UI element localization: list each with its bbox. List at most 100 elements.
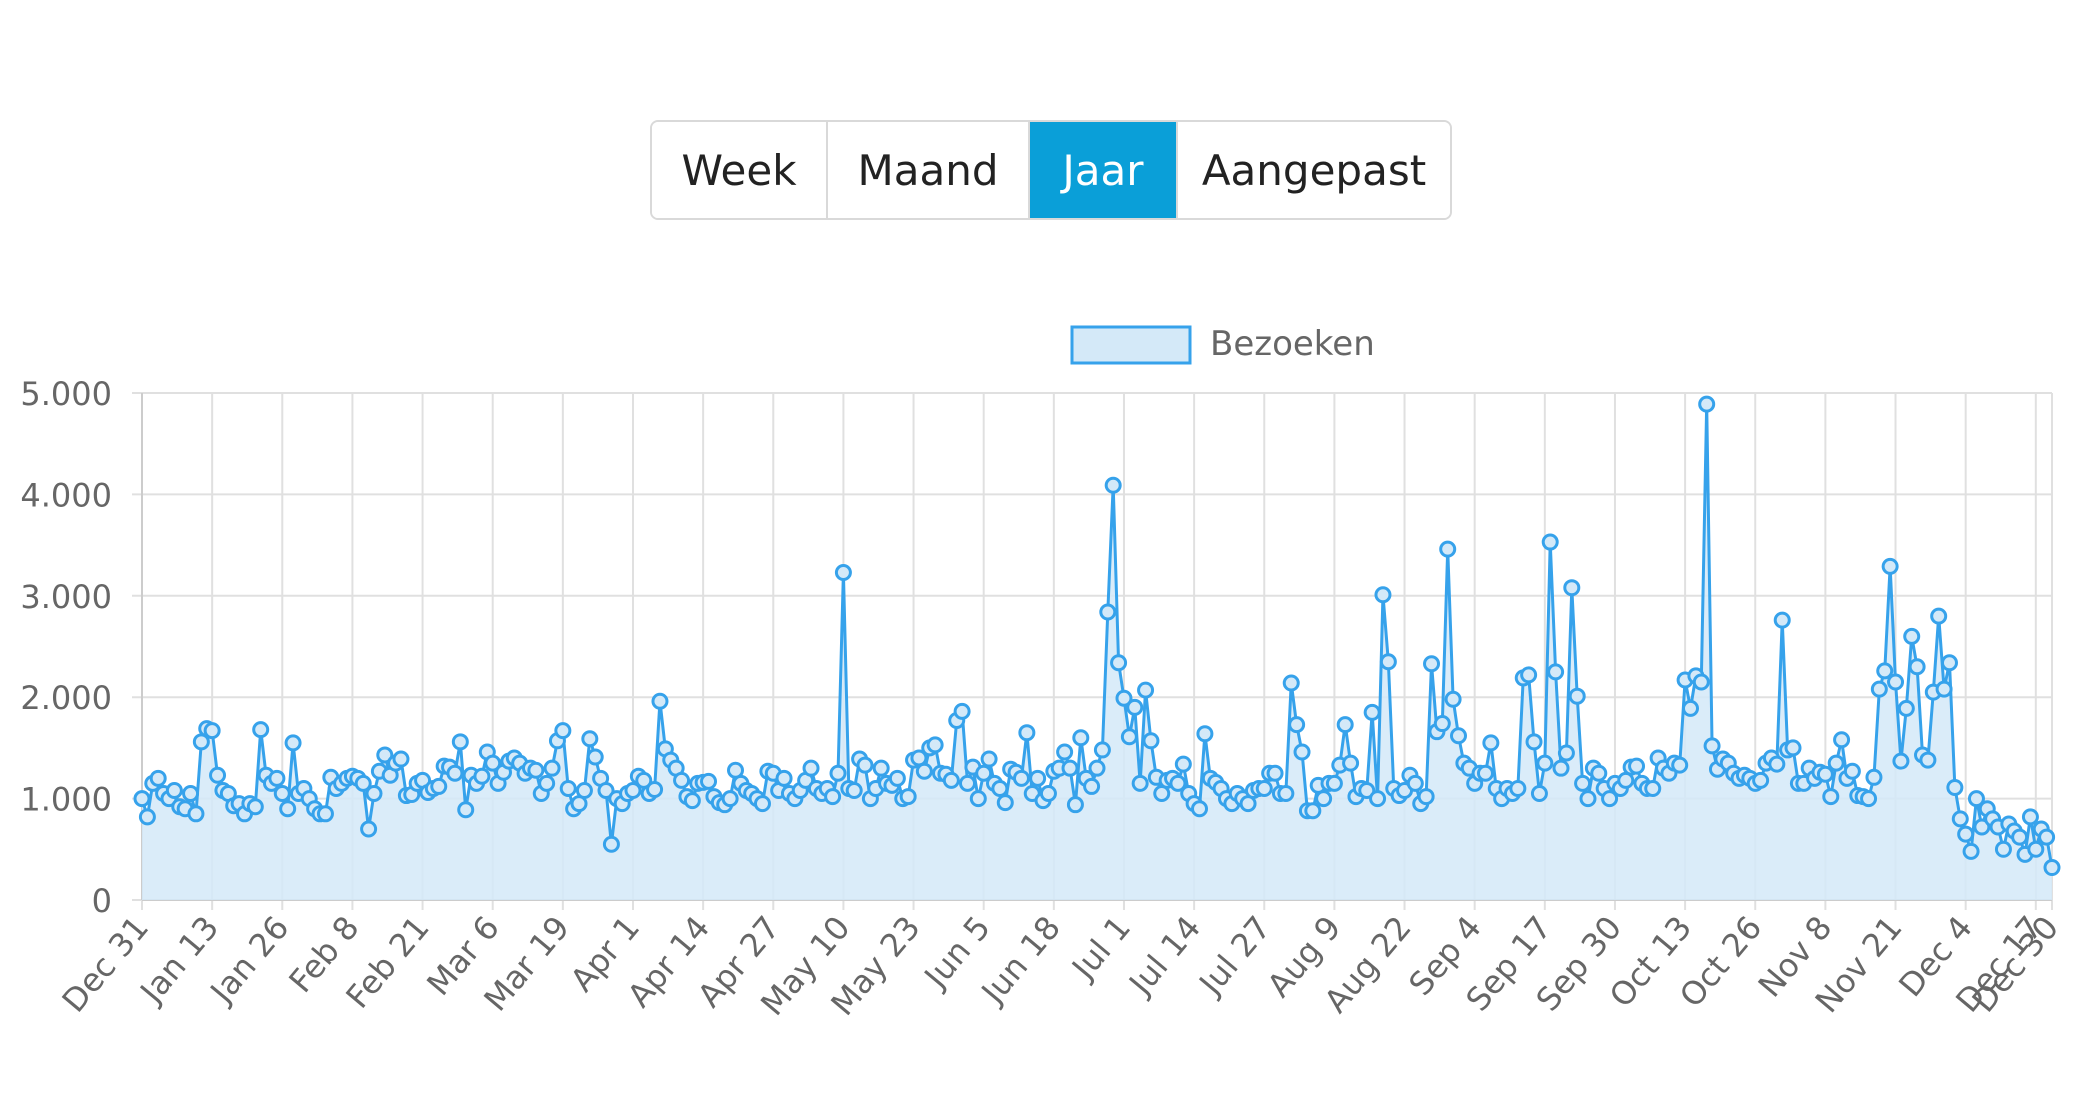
year-button[interactable]: Jaar (1030, 122, 1178, 218)
data-point (2038, 828, 2056, 846)
data-point (392, 750, 410, 768)
data-point (926, 736, 944, 754)
data-point (2021, 808, 2039, 826)
data-point (1282, 674, 1300, 692)
data-point (845, 781, 863, 799)
data-point (365, 785, 383, 803)
data-point (354, 774, 372, 792)
y-tick-label: 5.000 (20, 375, 112, 413)
data-point (1768, 755, 1786, 773)
data-point (1174, 755, 1192, 773)
data-point (1104, 476, 1122, 494)
data-point (953, 702, 971, 720)
data-point (1557, 744, 1575, 762)
data-point (1509, 779, 1527, 797)
legend-label: Bezoeken (1210, 324, 1375, 364)
data-point (1671, 756, 1689, 774)
data-point (446, 764, 464, 782)
data-point (1342, 754, 1360, 772)
data-point (2043, 859, 2061, 877)
data-point (1973, 818, 1991, 836)
data-point (775, 769, 793, 787)
data-point (1056, 743, 1074, 761)
custom-button[interactable]: Aangepast (1178, 122, 1450, 218)
data-point (1957, 825, 1975, 843)
data-point (1563, 579, 1581, 597)
data-point (753, 795, 771, 813)
data-point (1541, 533, 1559, 551)
data-point (1363, 703, 1381, 721)
data-point (1039, 785, 1057, 803)
data-point (1579, 790, 1597, 808)
data-point (1994, 840, 2012, 858)
data-point (1908, 658, 1926, 676)
data-point (1946, 778, 1964, 796)
data-point (473, 767, 491, 785)
data-point (1897, 699, 1915, 717)
week-button[interactable]: Week (652, 122, 828, 218)
data-point (1126, 698, 1144, 716)
data-point (899, 788, 917, 806)
data-point (1816, 765, 1834, 783)
y-tick-label: 3.000 (20, 578, 112, 616)
data-point (829, 764, 847, 782)
data-point (683, 792, 701, 810)
data-point (1439, 540, 1457, 558)
data-point (802, 759, 820, 777)
month-button[interactable]: Maand (828, 122, 1030, 218)
data-point (1601, 790, 1619, 808)
x-tick-label: Jan 13 (131, 909, 226, 1012)
data-point (1433, 715, 1451, 733)
data-point (1088, 759, 1106, 777)
data-point (538, 774, 556, 792)
data-point (1860, 790, 1878, 808)
data-point (203, 722, 221, 740)
data-point (1628, 757, 1646, 775)
data-point (2011, 828, 2029, 846)
data-point (959, 774, 977, 792)
data-point (1099, 603, 1117, 621)
data-point (1574, 774, 1592, 792)
x-tick-label: Jul 27 (1190, 909, 1278, 1004)
data-point (888, 769, 906, 787)
data-point (942, 771, 960, 789)
data-point (1255, 779, 1273, 797)
data-point (1012, 769, 1030, 787)
data-point (975, 764, 993, 782)
data-point (1536, 754, 1554, 772)
data-point (1288, 716, 1306, 734)
data-point (646, 780, 664, 798)
data-point (1093, 741, 1111, 759)
data-point (1066, 796, 1084, 814)
data-point (1336, 716, 1354, 734)
data-point (1417, 788, 1435, 806)
data-point (991, 779, 1009, 797)
data-point (597, 781, 615, 799)
data-point (1061, 759, 1079, 777)
data-point (1698, 395, 1716, 413)
data-point (1325, 774, 1343, 792)
data-point (1876, 662, 1894, 680)
data-point (575, 781, 593, 799)
data-point (1827, 754, 1845, 772)
data-point (915, 762, 933, 780)
data-point (149, 769, 167, 787)
data-point (1881, 557, 1899, 575)
data-point (1072, 729, 1090, 747)
y-tick-label: 1.000 (20, 781, 112, 819)
data-point (1919, 751, 1937, 769)
data-point (1887, 673, 1905, 691)
data-point (1935, 680, 1953, 698)
data-point (554, 722, 572, 740)
data-point (1423, 655, 1441, 673)
data-point (1110, 654, 1128, 672)
data-point (1530, 785, 1548, 803)
data-point (279, 800, 297, 818)
data-point (1444, 690, 1462, 708)
data-point (1644, 779, 1662, 797)
data-point (1482, 734, 1500, 752)
data-point (1406, 774, 1424, 792)
data-point (1865, 768, 1883, 786)
data-point (1552, 759, 1570, 777)
x-tick-label: Dec 31 (55, 909, 157, 1020)
